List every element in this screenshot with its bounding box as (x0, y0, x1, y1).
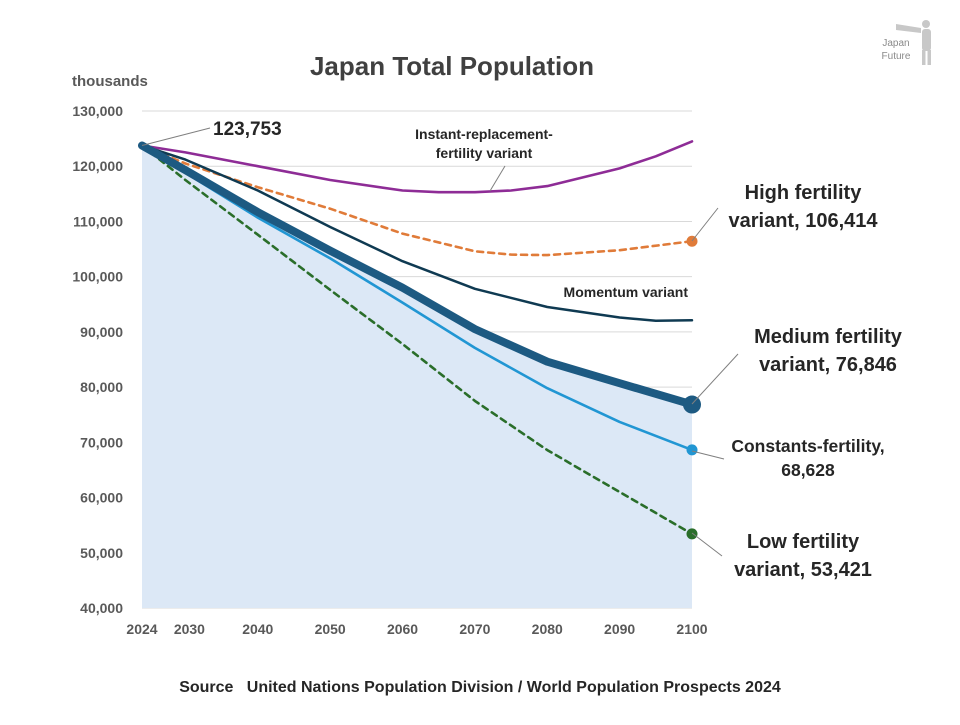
x-tick-label: 2070 (459, 621, 490, 637)
x-tick-label: 2060 (387, 621, 418, 637)
y-axis-unit-label: thousands (72, 73, 148, 90)
logo: Japan Future (882, 20, 931, 65)
start-label-leader (141, 127, 211, 146)
series-label-leader (691, 450, 725, 460)
series-label-low: Low fertility (747, 531, 860, 553)
end-point-medium (683, 395, 701, 414)
source-note: Source United Nations Population Divisio… (179, 679, 781, 696)
x-tick-label: 2040 (242, 621, 273, 637)
series-label-leader (691, 353, 739, 405)
series-label-leader (691, 207, 719, 242)
series-line-medium (138, 141, 696, 409)
x-tick-label: 2100 (676, 621, 707, 637)
y-tick-label: 90,000 (80, 324, 123, 340)
end-point-low (686, 528, 698, 540)
y-tick-label: 60,000 (80, 490, 123, 506)
series-label-high: High fertility (745, 182, 863, 204)
x-tick-label: 2030 (174, 621, 205, 637)
end-point-constant (686, 444, 698, 456)
x-tick-label: 2090 (604, 621, 635, 637)
series-label-leader (489, 165, 506, 192)
series-line-instant (140, 140, 694, 194)
x-tick-label: 2024 (126, 621, 157, 637)
y-tick-label: 100,000 (72, 269, 123, 285)
y-tick-label: 50,000 (80, 545, 123, 561)
series-label-constant: 68,628 (781, 460, 835, 480)
y-tick-label: 110,000 (73, 213, 123, 229)
series-label-high: variant, 106,414 (729, 210, 879, 232)
start-value-label: 123,753 (213, 119, 282, 140)
y-tick-label: 130,000 (72, 103, 123, 119)
y-tick-label: 120,000 (72, 158, 123, 174)
logo-text-line2: Future (882, 51, 911, 62)
series-line-low (140, 144, 694, 536)
series-label-instant: Instant-replacement- (415, 126, 553, 142)
logo-text-line1: Japan (882, 38, 909, 49)
telescope-person-icon (896, 20, 931, 65)
medium-variant-area (142, 145, 692, 608)
series-label-leader (691, 532, 723, 557)
x-tick-label: 2050 (315, 621, 346, 637)
series-label-medium: variant, 76,846 (759, 354, 897, 376)
series-label-low: variant, 53,421 (734, 559, 872, 581)
end-point-high (686, 235, 698, 247)
chart-title: Japan Total Population (310, 51, 594, 81)
y-tick-label: 70,000 (80, 434, 123, 450)
y-tick-label: 80,000 (80, 379, 123, 395)
series-label-momentum: Momentum variant (564, 284, 689, 300)
series-label-constant: Constants-fertility, (731, 436, 884, 456)
x-tick-label: 2080 (532, 621, 563, 637)
series-line-high (140, 144, 694, 257)
series-line-momentum (140, 144, 694, 323)
series-label-medium: Medium fertility (754, 326, 903, 348)
series-label-instant: fertility variant (436, 145, 533, 161)
y-tick-label: 40,000 (80, 600, 123, 616)
